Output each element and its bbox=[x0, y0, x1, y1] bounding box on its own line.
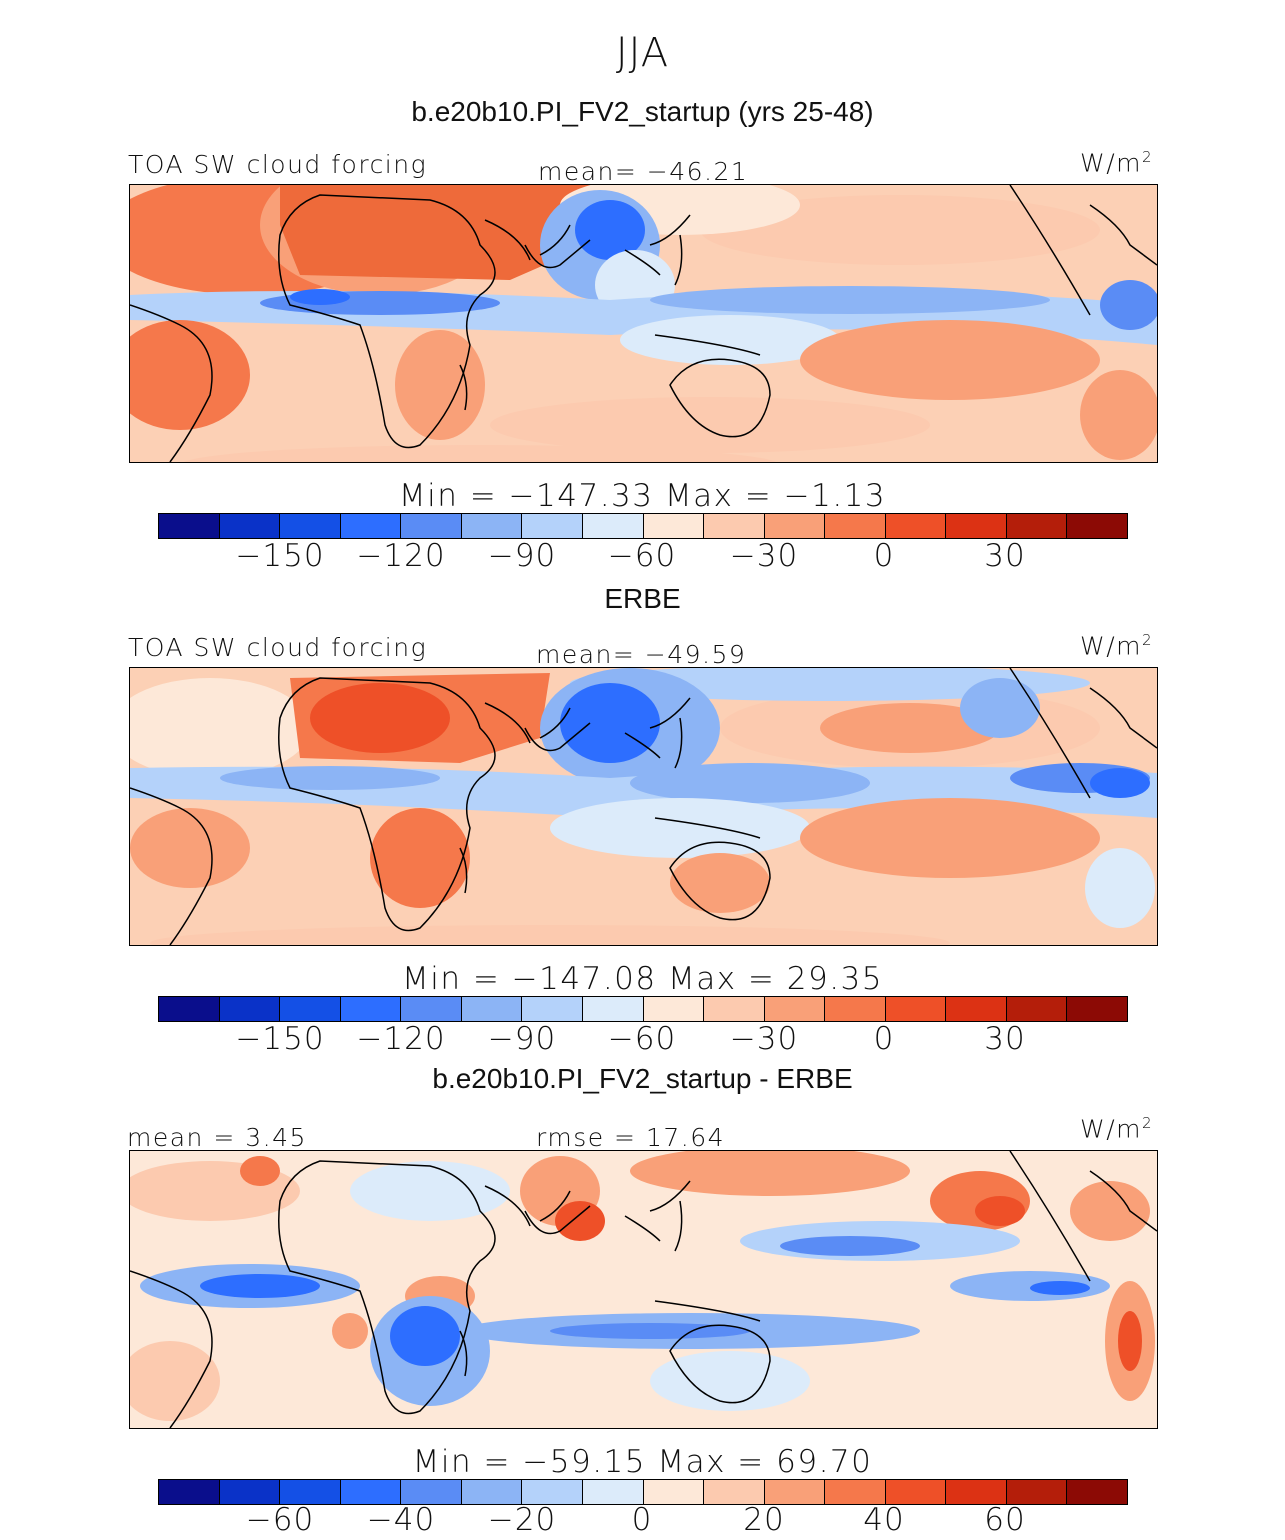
colorbar-swatch bbox=[1006, 514, 1068, 538]
panel3-map bbox=[129, 1150, 1158, 1429]
colorbar-swatch bbox=[582, 1480, 644, 1504]
panel3-tick-label: −40 bbox=[366, 1502, 436, 1538]
panel3-mean-label: mean = 3.45 bbox=[127, 1123, 307, 1152]
colorbar-swatch bbox=[159, 1480, 220, 1504]
panel2-variable-label: TOA SW cloud forcing bbox=[128, 633, 428, 662]
panel2-field bbox=[130, 668, 1157, 945]
panel1-tick-label: −60 bbox=[607, 538, 677, 574]
panel3-tick-label: 40 bbox=[863, 1502, 905, 1538]
panel2-minmax: Min = −147.08 Max = 29.35 bbox=[401, 961, 883, 997]
colorbar-swatch bbox=[461, 514, 523, 538]
panel1-variable-label: TOA SW cloud forcing bbox=[128, 150, 428, 179]
panel1-tick-label: −90 bbox=[487, 538, 557, 574]
colorbar-swatch bbox=[582, 997, 644, 1021]
panel2-units: W/m2 bbox=[1080, 631, 1154, 661]
colorbar-swatch bbox=[159, 514, 220, 538]
colorbar-swatch bbox=[885, 1480, 947, 1504]
colorbar-swatch bbox=[582, 514, 644, 538]
panel2-mean-label: mean= −49.59 bbox=[536, 640, 747, 669]
panel1-tick-label: 0 bbox=[873, 538, 895, 574]
colorbar-swatch bbox=[825, 1480, 886, 1504]
panel1-mean-label: mean= −46.21 bbox=[538, 157, 749, 186]
panel3-colorbar bbox=[158, 1479, 1128, 1505]
panel1-title: b.e20b10.PI_FV2_startup (yrs 25-48) bbox=[411, 96, 874, 127]
colorbar-swatch bbox=[280, 1480, 341, 1504]
panel3-title: b.e20b10.PI_FV2_startup - ERBE bbox=[432, 1063, 853, 1094]
panel1-minmax: Min = −147.33 Max = −1.13 bbox=[398, 478, 887, 514]
colorbar-swatch bbox=[1006, 1480, 1068, 1504]
colorbar-swatch bbox=[401, 997, 462, 1021]
colorbar-swatch bbox=[1067, 997, 1127, 1021]
panel3-field bbox=[130, 1151, 1157, 1428]
panel1-map bbox=[129, 184, 1158, 463]
panel3-tick-label: 0 bbox=[631, 1502, 653, 1538]
colorbar-swatch bbox=[280, 514, 341, 538]
colorbar-swatch bbox=[946, 514, 1007, 538]
colorbar-swatch bbox=[340, 997, 402, 1021]
panel1-tick-label: −30 bbox=[729, 538, 799, 574]
colorbar-swatch bbox=[643, 514, 705, 538]
colorbar-swatch bbox=[764, 1480, 826, 1504]
panel3-rmse-label: rmse = 17.64 bbox=[536, 1123, 726, 1152]
colorbar-swatch bbox=[1067, 1480, 1127, 1504]
colorbar-swatch bbox=[522, 997, 583, 1021]
panel1-units: W/m2 bbox=[1080, 148, 1154, 178]
colorbar-swatch bbox=[643, 1480, 705, 1504]
panel2-tick-label: 30 bbox=[984, 1021, 1026, 1057]
colorbar-swatch bbox=[401, 1480, 462, 1504]
panel3-tick-label: 60 bbox=[984, 1502, 1026, 1538]
panel2-tick-label: −90 bbox=[487, 1021, 557, 1057]
colorbar-swatch bbox=[219, 1480, 281, 1504]
panel3-minmax: Min = −59.15 Max = 69.70 bbox=[412, 1444, 873, 1480]
colorbar-swatch bbox=[1067, 514, 1127, 538]
colorbar-swatch bbox=[340, 514, 402, 538]
season-title: JJA bbox=[615, 30, 670, 76]
panel2-title: ERBE bbox=[604, 583, 681, 614]
panel1-field bbox=[130, 185, 1157, 462]
colorbar-swatch bbox=[825, 514, 886, 538]
colorbar-swatch bbox=[946, 1480, 1007, 1504]
colorbar-swatch bbox=[885, 514, 947, 538]
panel2-colorbar bbox=[158, 996, 1128, 1022]
colorbar-swatch bbox=[461, 1480, 523, 1504]
colorbar-swatch bbox=[280, 997, 341, 1021]
colorbar-swatch bbox=[522, 1480, 583, 1504]
colorbar-swatch bbox=[219, 997, 281, 1021]
panel1-tick-label: 30 bbox=[984, 538, 1026, 574]
panel2-map bbox=[129, 667, 1158, 946]
colorbar-swatch bbox=[219, 514, 281, 538]
colorbar-swatch bbox=[825, 997, 886, 1021]
panel3-tick-label: 20 bbox=[743, 1502, 785, 1538]
colorbar-swatch bbox=[340, 1480, 402, 1504]
colorbar-swatch bbox=[1006, 997, 1068, 1021]
colorbar-swatch bbox=[704, 1480, 765, 1504]
colorbar-swatch bbox=[401, 514, 462, 538]
colorbar-swatch bbox=[522, 514, 583, 538]
panel3-units: W/m2 bbox=[1080, 1114, 1154, 1144]
panel2-tick-label: −120 bbox=[356, 1021, 446, 1057]
colorbar-swatch bbox=[461, 997, 523, 1021]
panel2-tick-label: −60 bbox=[607, 1021, 677, 1057]
panel2-tick-label: 0 bbox=[873, 1021, 895, 1057]
panel1-tick-label: −120 bbox=[356, 538, 446, 574]
colorbar-swatch bbox=[764, 997, 826, 1021]
panel2-tick-label: −30 bbox=[729, 1021, 799, 1057]
colorbar-swatch bbox=[159, 997, 220, 1021]
panel1-tick-label: −150 bbox=[235, 538, 325, 574]
colorbar-swatch bbox=[704, 997, 765, 1021]
panel3-tick-label: −20 bbox=[487, 1502, 557, 1538]
colorbar-swatch bbox=[764, 514, 826, 538]
panel1-colorbar bbox=[158, 513, 1128, 539]
panel3-tick-label: −60 bbox=[245, 1502, 315, 1538]
colorbar-swatch bbox=[946, 997, 1007, 1021]
panel2-tick-label: −150 bbox=[235, 1021, 325, 1057]
colorbar-swatch bbox=[643, 997, 705, 1021]
colorbar-swatch bbox=[885, 997, 947, 1021]
colorbar-swatch bbox=[704, 514, 765, 538]
